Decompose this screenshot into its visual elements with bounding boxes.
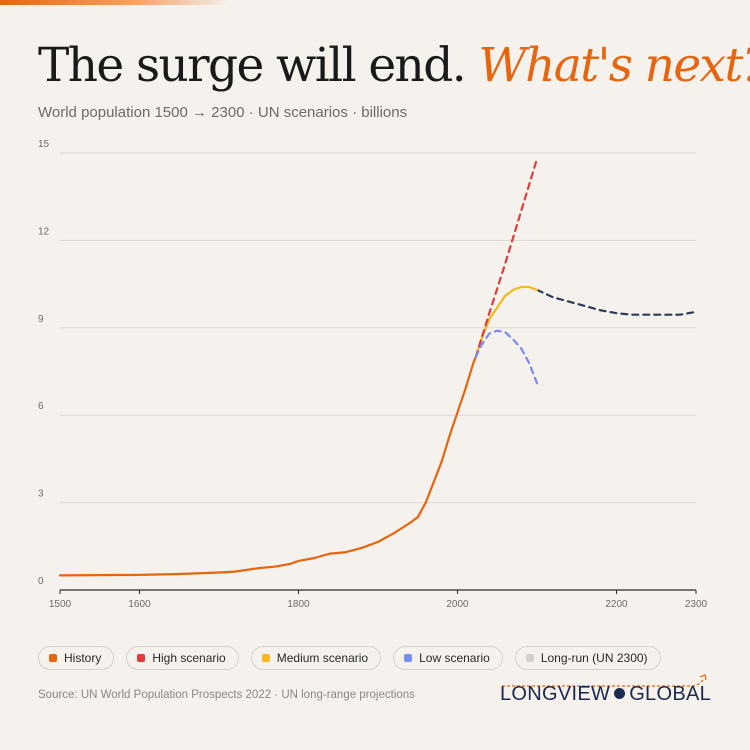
x-tick-label: 2200: [605, 599, 628, 610]
y-tick-label: 15: [38, 140, 50, 150]
brand-arrow-icon: [502, 674, 707, 687]
series-line-medium-scenario: [474, 285, 539, 358]
legend-item-history[interactable]: History: [38, 646, 115, 670]
legend-swatch: [404, 654, 413, 662]
source-note: Source: UN World Population Prospects 20…: [38, 689, 415, 701]
legend: History High scenario Medium scenario Lo…: [38, 646, 661, 670]
page-title: The surge will end. What's next?: [38, 36, 750, 96]
x-tick-label: 1500: [49, 599, 72, 610]
x-tick-label: 2300: [685, 599, 708, 610]
series-line-long-run-un-2300: [535, 288, 698, 316]
legend-swatch: [137, 654, 146, 662]
title-accent: What's next?: [478, 38, 750, 93]
y-tick-label: 3: [38, 489, 44, 500]
legend-item-medium[interactable]: Medium scenario: [250, 646, 382, 670]
title-main: The surge will end.: [38, 38, 467, 93]
legend-label: Long-run (UN 2300): [540, 651, 648, 665]
legend-swatch: [525, 654, 534, 662]
brand-word-2: GLOBAL: [629, 683, 712, 705]
series-line-high-scenario: [474, 157, 539, 358]
legend-label: High scenario: [152, 651, 226, 665]
legend-item-low[interactable]: Low scenario: [393, 646, 503, 670]
legend-label: Low scenario: [419, 651, 490, 665]
series-line-low-scenario: [474, 329, 539, 385]
y-tick-label: 12: [38, 226, 50, 237]
y-tick-label: 0: [38, 576, 44, 587]
legend-label: History: [64, 651, 102, 665]
subtitle: World population 1500 → 2300 · UN scenar…: [38, 104, 408, 121]
legend-item-high[interactable]: High scenario: [126, 646, 239, 670]
legend-swatch: [261, 654, 270, 662]
y-tick-label: 6: [38, 401, 44, 412]
globe-icon: [614, 688, 626, 699]
population-chart: 0 3 6 9 12 15 1500 1600 1800 2000 2200 2300: [38, 140, 708, 610]
y-tick-label: 9: [38, 314, 44, 325]
legend-item-longrun[interactable]: Long-run (UN 2300): [514, 646, 661, 670]
x-tick-label: 2000: [446, 599, 469, 610]
brand-logo: LONGVIEW GLOBAL: [500, 683, 711, 706]
legend-swatch: [49, 654, 57, 662]
series-line-history: [58, 355, 477, 577]
x-tick-label: 1600: [128, 599, 151, 610]
legend-label: Medium scenario: [276, 651, 369, 665]
x-tick-label: 1800: [287, 599, 310, 610]
accent-bar: [0, 0, 230, 5]
brand-word-1: LONGVIEW: [500, 683, 611, 705]
